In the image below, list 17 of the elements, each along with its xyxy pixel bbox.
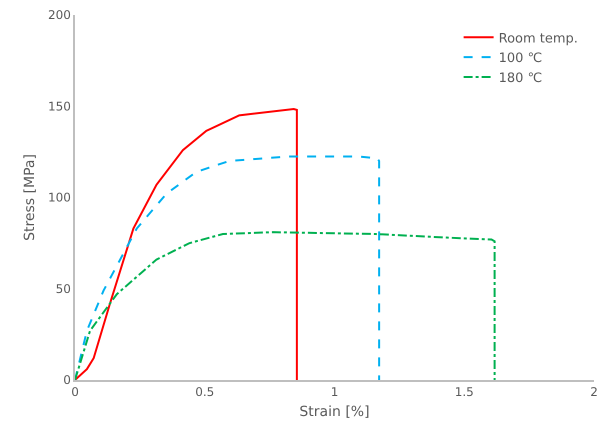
line-series (75, 155, 380, 380)
y-axis-title: Stress [MPa] (22, 154, 38, 241)
x-tick-label: 2 (590, 385, 598, 400)
line-series (75, 108, 298, 380)
x-tick-label: 1.5 (454, 385, 474, 400)
y-tick-label: 0 (63, 373, 71, 388)
y-tick-label: 200 (48, 8, 71, 22)
x-tick-label: 1 (330, 385, 338, 400)
legend-label: Room temp. (498, 31, 578, 46)
y-tick-label: 100 (48, 190, 71, 205)
legend-label: 100 ℃ (498, 51, 542, 66)
x-axis-title: Strain [%] (299, 404, 370, 420)
y-tick-label: 50 (56, 282, 71, 296)
y-tick-label: 150 (48, 99, 71, 114)
legend-label: 180 ℃ (498, 71, 542, 86)
line-series (75, 231, 496, 380)
x-tick-label: 0.5 (195, 385, 214, 400)
